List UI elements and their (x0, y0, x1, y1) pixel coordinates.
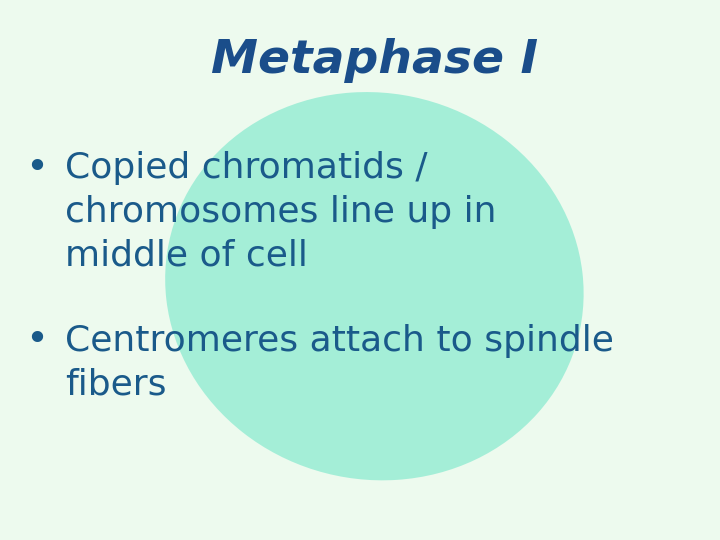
Text: •: • (25, 148, 48, 186)
Text: Centromeres attach to spindle
fibers: Centromeres attach to spindle fibers (65, 324, 613, 401)
Text: Metaphase I: Metaphase I (211, 38, 538, 83)
Text: •: • (25, 321, 48, 359)
Text: Copied chromatids /
chromosomes line up in
middle of cell: Copied chromatids / chromosomes line up … (65, 151, 496, 272)
Ellipse shape (165, 92, 584, 481)
